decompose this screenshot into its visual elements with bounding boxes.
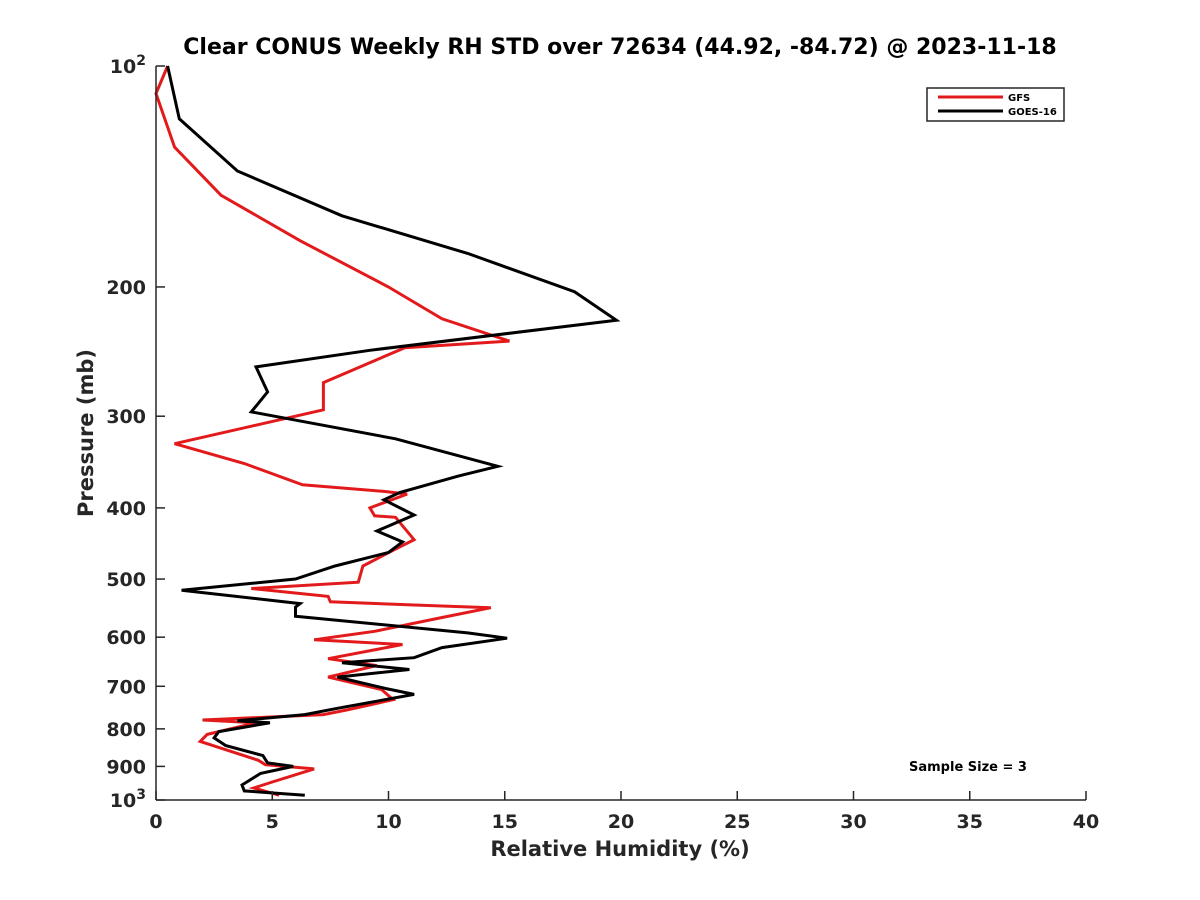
sample-size-annotation: Sample Size = 3 [909,760,1027,775]
x-tick-label: 40 [1073,811,1099,833]
x-tick-label: 35 [957,811,983,833]
legend-box [926,87,1065,122]
y-tick-label: 400 [106,498,146,520]
legend: GFS GOES-16 [926,87,1065,122]
x-tick-label: 15 [492,811,518,833]
x-tick-label: 30 [840,811,866,833]
y-tick-label: 800 [106,719,146,741]
y-tick-label: 103 [110,787,146,812]
x-tick-label: 20 [608,811,634,833]
chart-title: Clear CONUS Weekly RH STD over 72634 (44… [183,35,1056,60]
y-tick-label: 102 [110,53,146,78]
x-tick-label: 5 [266,811,279,833]
y-tick-label: 500 [106,569,146,591]
y-axis-label: Pressure (mb) [74,349,98,517]
legend-label: GFS [1008,93,1030,104]
y-tick-label: 600 [106,627,146,649]
y-axis-ticks: 102 200 300 400 500 600 700 800 900 103 [106,53,165,812]
y-tick-label: 300 [106,406,146,428]
x-axis-label: Relative Humidity (%) [490,837,749,861]
x-tick-label: 10 [375,811,401,833]
x-tick-label: 25 [724,811,750,833]
legend-label: GOES-16 [1008,107,1057,118]
x-axis-ticks: 0 5 10 15 20 25 30 35 40 [149,791,1099,833]
y-tick-label: 200 [106,277,146,299]
y-tick-label: 700 [106,676,146,698]
y-tick-label: 900 [106,756,146,778]
x-tick-label: 0 [149,811,162,833]
series-line-goes-16 [166,65,621,797]
plot-area [154,65,621,797]
